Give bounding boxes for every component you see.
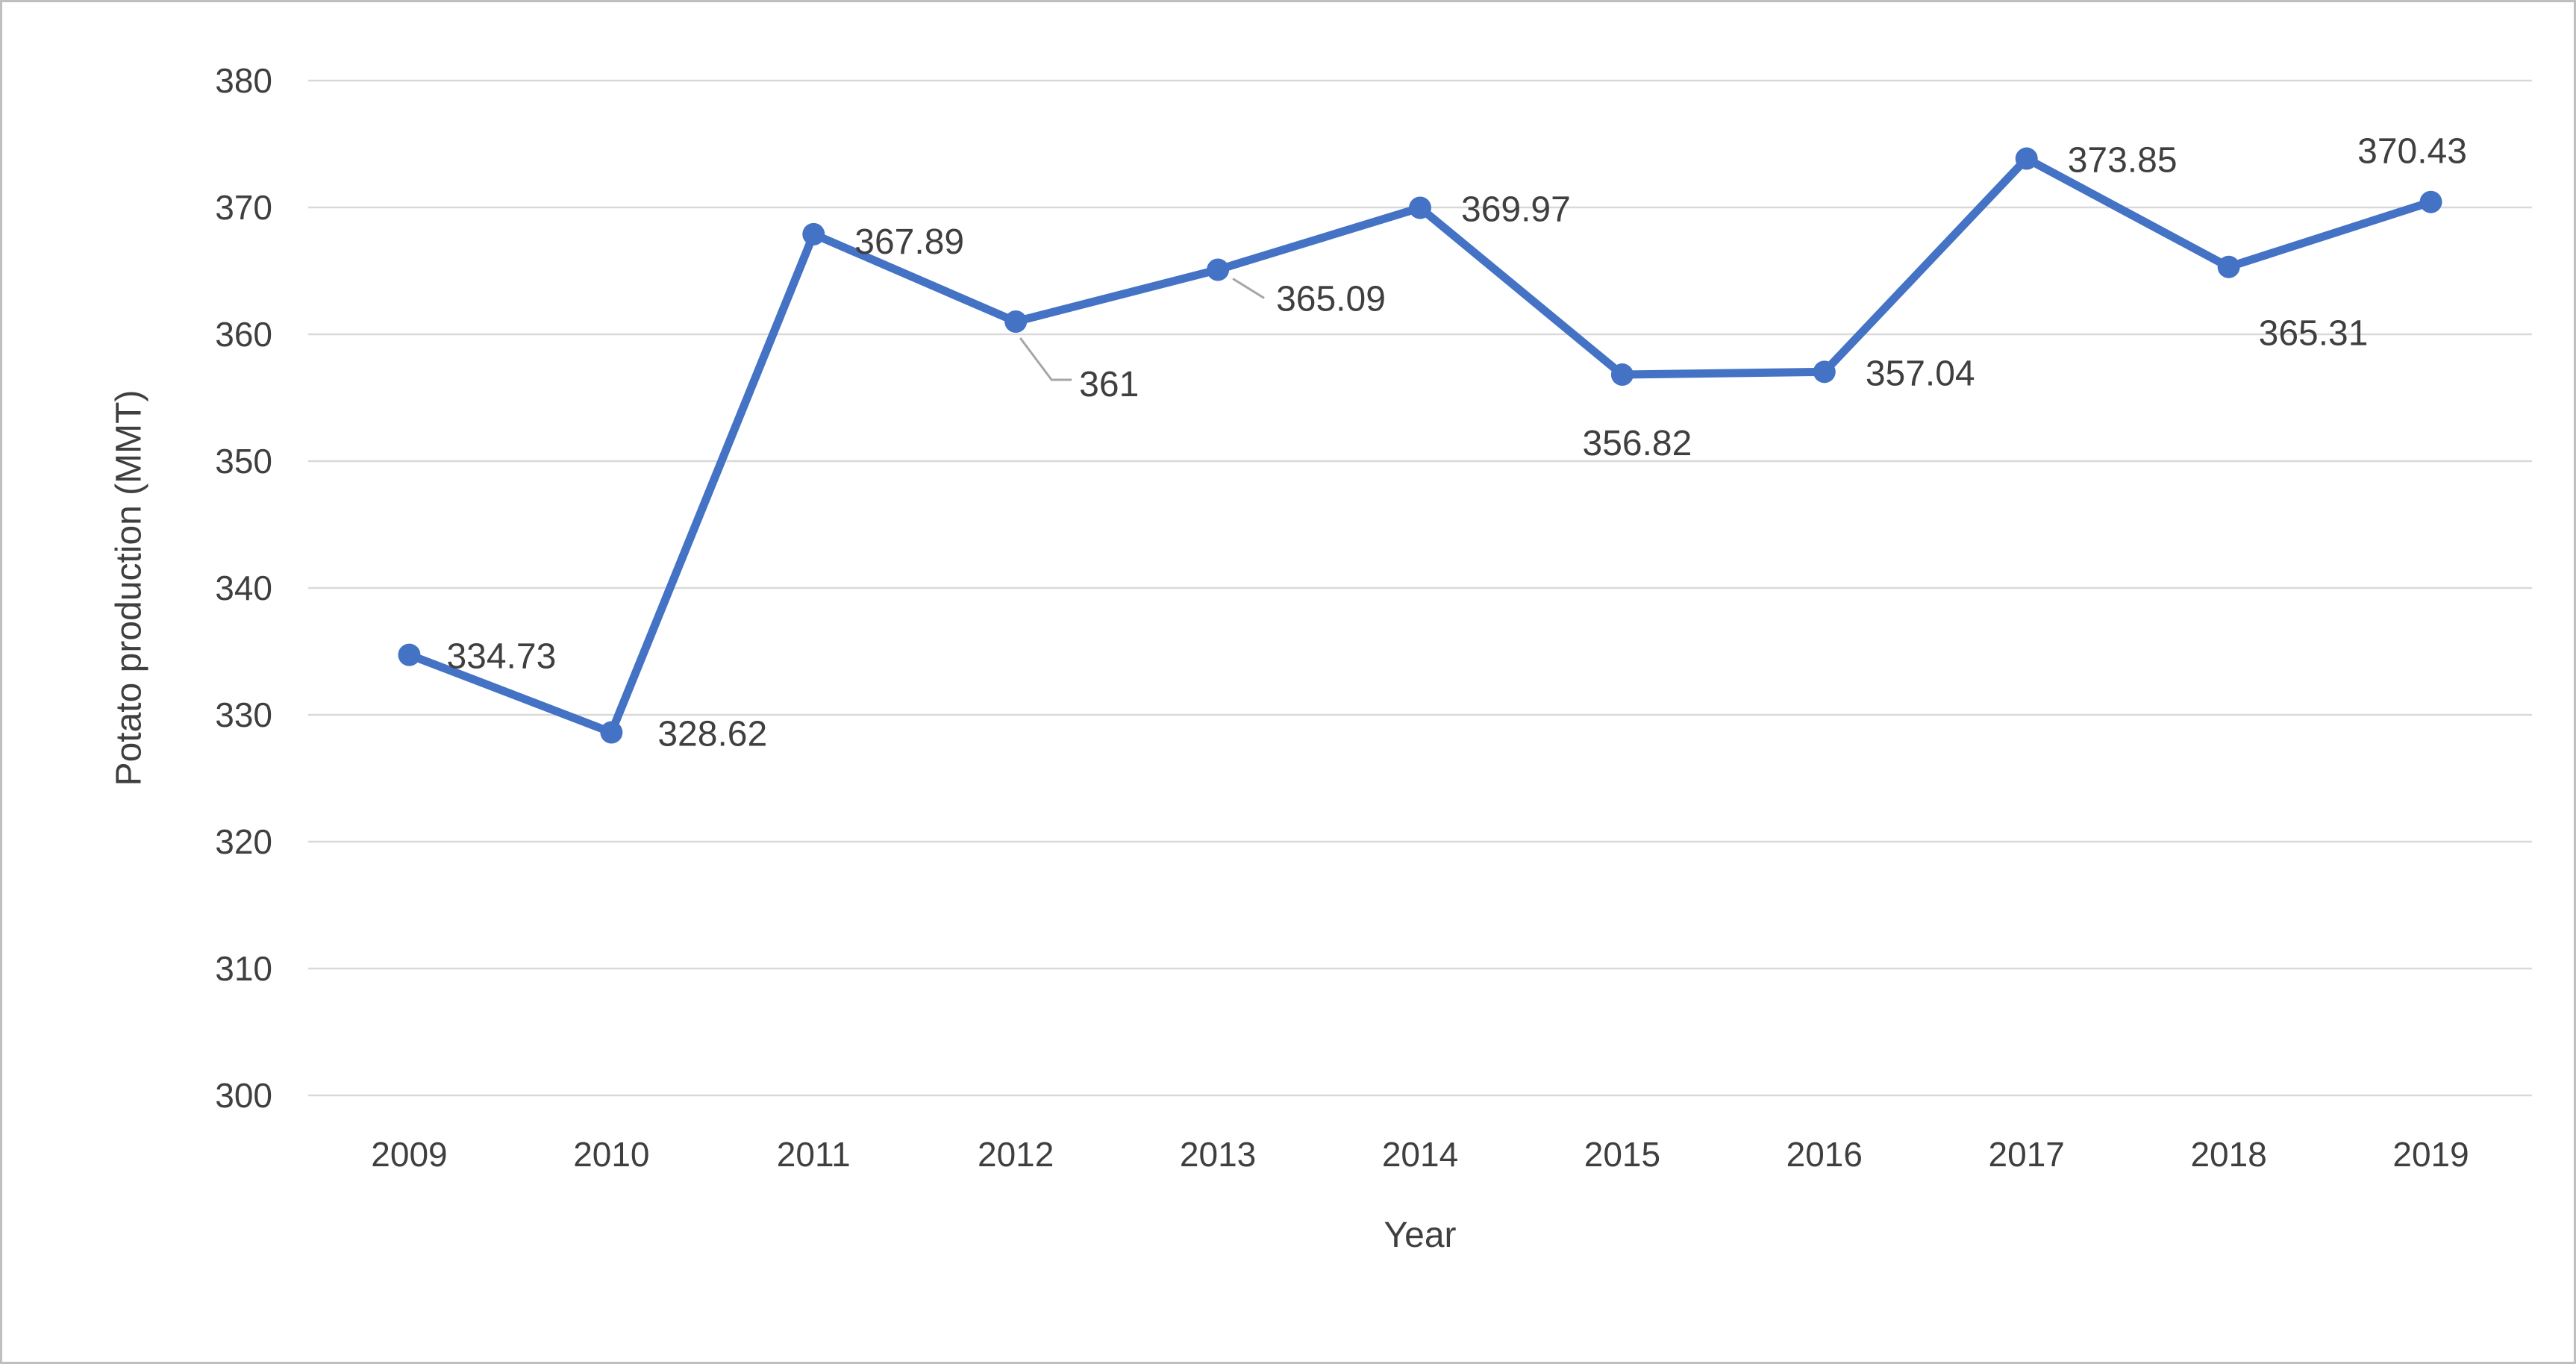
label-leader-line (1232, 278, 1265, 299)
data-point-label: 365.09 (1276, 279, 1386, 319)
data-point-marker (600, 721, 623, 744)
x-tick-label: 2018 (2190, 1135, 2266, 1174)
data-point-marker (2015, 147, 2038, 170)
x-tick-label: 2019 (2392, 1135, 2469, 1174)
data-point-label: 357.04 (1866, 354, 1975, 393)
y-tick-label: 330 (215, 695, 272, 734)
data-point-label: 356.82 (1583, 424, 1692, 463)
x-tick-label: 2017 (1989, 1135, 2065, 1174)
x-tick-label: 2014 (1382, 1135, 1458, 1174)
x-tick-label: 2009 (371, 1135, 447, 1174)
y-tick-label: 380 (215, 61, 272, 100)
x-axis-title: Year (1384, 1216, 1457, 1255)
y-tick-label: 370 (215, 188, 272, 227)
data-series-line (404, 154, 2436, 736)
data-point-marker (1813, 360, 1836, 384)
data-point-marker (1409, 196, 1431, 219)
data-point-marker (1610, 363, 1634, 387)
data-point-marker (1207, 258, 1230, 281)
data-point-marker (398, 643, 421, 666)
data-point-marker (802, 222, 825, 245)
data-point-label: 365.31 (2259, 314, 2369, 354)
data-point-marker (2419, 190, 2442, 213)
x-tick-label: 2015 (1584, 1135, 1660, 1174)
y-tick-label: 310 (215, 949, 272, 988)
data-point-label: 373.85 (2068, 141, 2178, 181)
x-tick-label: 2016 (1786, 1135, 1863, 1174)
data-point-label: 334.73 (446, 637, 556, 677)
y-axis-title: Potato production (MMT) (109, 390, 149, 786)
y-tick-label: 300 (215, 1076, 272, 1115)
data-point-marker (1004, 310, 1028, 333)
x-tick-label: 2011 (777, 1135, 851, 1174)
y-tick-label: 350 (215, 442, 272, 481)
data-point-label: 370.43 (2357, 132, 2467, 172)
x-tick-label: 2012 (978, 1135, 1054, 1174)
data-point-label: 369.97 (1461, 190, 1571, 230)
data-point-label: 361 (1079, 365, 1139, 404)
label-leader-line (1019, 337, 1072, 381)
x-tick-label: 2010 (573, 1135, 649, 1174)
data-point-label: 367.89 (854, 222, 964, 262)
y-tick-label: 360 (215, 315, 272, 354)
data-point-label: 328.62 (657, 714, 767, 754)
x-tick-label: 2013 (1180, 1135, 1256, 1174)
y-tick-label: 340 (215, 569, 272, 607)
y-tick-label: 320 (215, 822, 272, 861)
data-point-marker (2217, 255, 2240, 278)
